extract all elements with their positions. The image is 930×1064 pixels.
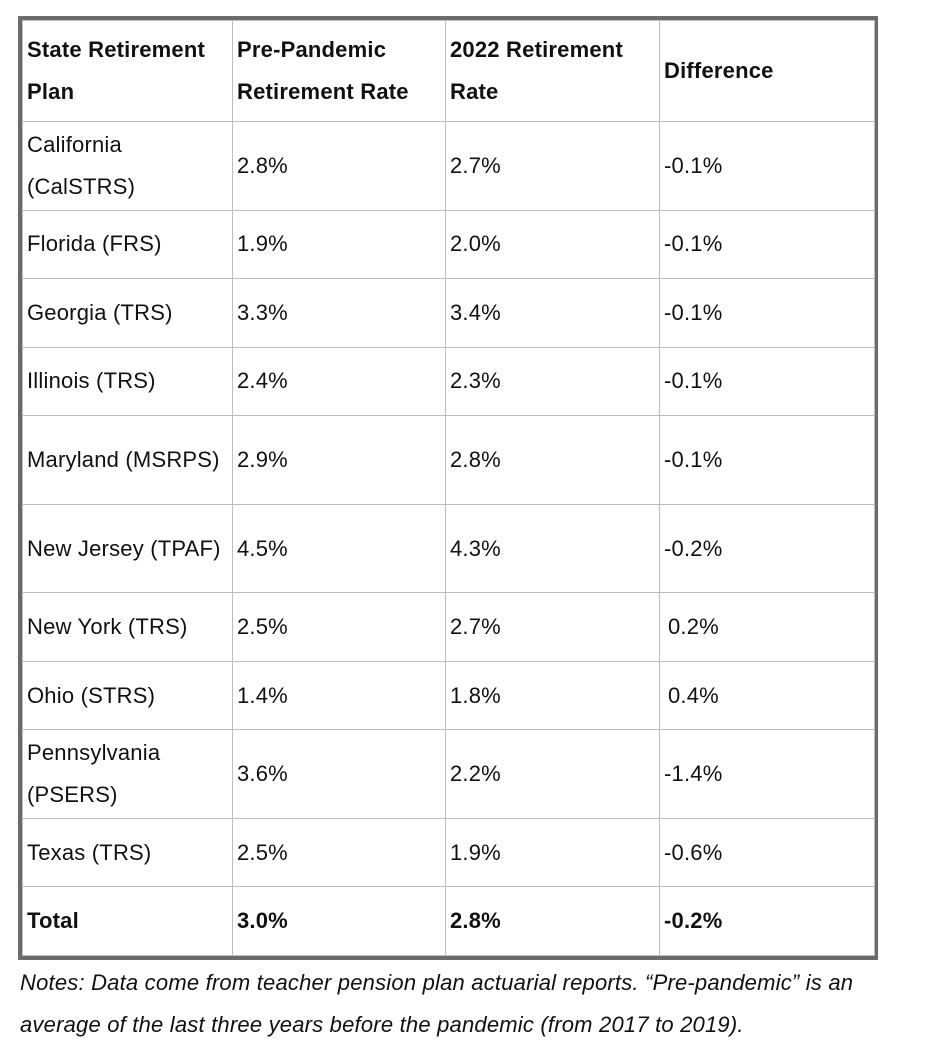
table-row: Maryland (MSRPS) 2.9% 2.8% -0.1% xyxy=(22,415,875,505)
table-row: Illinois (TRS) 2.4% 2.3% -0.1% xyxy=(22,346,875,417)
table-row: New York (TRS) 2.5% 2.7% 0.2% xyxy=(22,592,875,662)
plan-name-cell: Ohio (STRS) xyxy=(22,660,233,731)
difference-cell: -0.1% xyxy=(659,209,875,280)
difference-cell: -0.1% xyxy=(659,415,875,505)
pre-pandemic-rate-cell: 2.4% xyxy=(232,346,446,417)
pre-pandemic-rate-cell: 4.5% xyxy=(232,503,446,594)
plan-name-cell: Pennsylvania (PSERS) xyxy=(22,729,233,819)
rate-2022-cell: 1.8% xyxy=(445,660,660,731)
plan-name-cell: Maryland (MSRPS) xyxy=(22,415,233,505)
pre-pandemic-rate-cell: 1.4% xyxy=(232,660,446,731)
total-rate-2022-cell: 2.8% xyxy=(445,886,660,956)
plan-name-cell: Texas (TRS) xyxy=(22,817,233,888)
pre-pandemic-rate-cell: 2.5% xyxy=(232,592,446,662)
total-pre-pandemic-rate-cell: 3.0% xyxy=(232,886,446,956)
table-notes: Notes: Data come from teacher pension pl… xyxy=(20,970,854,1037)
table-row: Ohio (STRS) 1.4% 1.8% 0.4% xyxy=(22,660,875,731)
plan-name-cell: Georgia (TRS) xyxy=(22,278,233,348)
pre-pandemic-rate-cell: 2.5% xyxy=(232,817,446,888)
rate-2022-cell: 2.8% xyxy=(445,415,660,505)
difference-cell: -0.1% xyxy=(659,346,875,417)
total-row: Total 3.0% 2.8% -0.2% xyxy=(22,886,875,956)
total-label-cell: Total xyxy=(22,886,233,956)
pre-pandemic-rate-cell: 3.6% xyxy=(232,729,446,819)
rates-table: State Retirement Plan Pre-Pandemic Retir… xyxy=(22,20,875,956)
rate-2022-cell: 3.4% xyxy=(445,278,660,348)
table-row: Pennsylvania (PSERS) 3.6% 2.2% -1.4% xyxy=(22,729,875,819)
difference-cell: -0.2% xyxy=(659,503,875,594)
difference-cell: 0.4% xyxy=(659,660,875,731)
plan-name-cell: Illinois (TRS) xyxy=(22,346,233,417)
table-row: New Jersey (TPAF) 4.5% 4.3% -0.2% xyxy=(22,503,875,594)
difference-cell: -1.4% xyxy=(659,729,875,819)
column-header-plan: State Retirement Plan xyxy=(22,20,233,122)
retirement-rate-table: State Retirement Plan Pre-Pandemic Retir… xyxy=(18,16,878,960)
pre-pandemic-rate-cell: 1.9% xyxy=(232,209,446,280)
rate-2022-cell: 4.3% xyxy=(445,503,660,594)
rate-2022-cell: 2.7% xyxy=(445,592,660,662)
plan-name-cell: California (CalSTRS) xyxy=(22,121,233,211)
column-header-pre-pandemic: Pre-Pandemic Retirement Rate xyxy=(232,20,446,122)
difference-cell: 0.2% xyxy=(659,592,875,662)
plan-name-cell: New Jersey (TPAF) xyxy=(22,503,233,594)
table-row: Florida (FRS) 1.9% 2.0% -0.1% xyxy=(22,209,875,280)
difference-cell: -0.1% xyxy=(659,121,875,211)
table-row: Texas (TRS) 2.5% 1.9% -0.6% xyxy=(22,817,875,888)
table-header-row: State Retirement Plan Pre-Pandemic Retir… xyxy=(22,20,875,122)
column-header-2022: 2022 Retirement Rate xyxy=(445,20,660,122)
difference-cell: -0.6% xyxy=(659,817,875,888)
pre-pandemic-rate-cell: 2.9% xyxy=(232,415,446,505)
table-row: Georgia (TRS) 3.3% 3.4% -0.1% xyxy=(22,278,875,348)
rate-2022-cell: 2.0% xyxy=(445,209,660,280)
column-header-difference: Difference xyxy=(659,20,875,122)
rate-2022-cell: 2.2% xyxy=(445,729,660,819)
rate-2022-cell: 2.3% xyxy=(445,346,660,417)
plan-name-cell: New York (TRS) xyxy=(22,592,233,662)
rate-2022-cell: 1.9% xyxy=(445,817,660,888)
plan-name-cell: Florida (FRS) xyxy=(22,209,233,280)
pre-pandemic-rate-cell: 3.3% xyxy=(232,278,446,348)
table-row: California (CalSTRS) 2.8% 2.7% -0.1% xyxy=(22,121,875,211)
pre-pandemic-rate-cell: 2.8% xyxy=(232,121,446,211)
difference-cell: -0.1% xyxy=(659,278,875,348)
total-difference-cell: -0.2% xyxy=(659,886,875,956)
rate-2022-cell: 2.7% xyxy=(445,121,660,211)
